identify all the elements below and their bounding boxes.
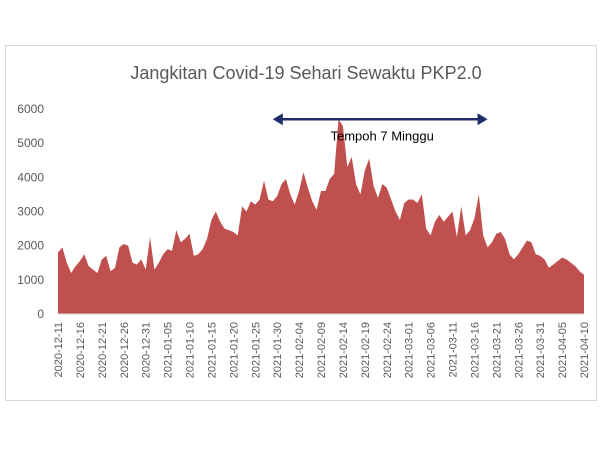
x-tick-label: 2021-02-09	[316, 322, 328, 378]
x-tick-label: 2021-04-10	[579, 322, 591, 378]
x-tick-label: 2021-02-14	[338, 322, 350, 378]
x-tick-label: 2021-03-11	[448, 322, 460, 377]
x-tick-label: 2021-03-26	[513, 322, 525, 378]
area-layer	[58, 119, 584, 314]
y-tick-label: 2000	[17, 239, 44, 253]
x-axis: 2020-12-11 2020-12-16 2020-12-21 2020-12-26…	[53, 313, 591, 378]
area-series	[58, 119, 584, 314]
y-axis: 0 1000 2000 3000 4000 5000 6000	[17, 102, 44, 321]
y-tick-label: 0	[37, 307, 44, 321]
y-tick-label: 5000	[17, 136, 44, 150]
x-tick-label: 2021-03-06	[426, 322, 438, 378]
x-tick-label: 2021-01-15	[206, 322, 218, 378]
chart-svg: Jangkitan Covid-19 Sehari Sewaktu PKP2.0…	[17, 63, 591, 378]
y-tick-label: 6000	[17, 102, 44, 116]
y-tick-label: 3000	[17, 205, 44, 219]
x-tick-label: 2021-04-05	[557, 322, 569, 378]
annotation-layer: Tempoh 7 Minggu	[272, 113, 488, 143]
x-tick-label: 2020-12-31	[141, 322, 153, 378]
annotation-label: Tempoh 7 Minggu	[331, 128, 434, 143]
y-tick-label: 4000	[17, 170, 44, 184]
x-tick-label: 2021-02-04	[294, 322, 306, 378]
x-tick-label: 2020-12-11	[53, 322, 65, 377]
chart-title: Jangkitan Covid-19 Sehari Sewaktu PKP2.0	[130, 63, 481, 83]
y-tick-label: 1000	[17, 273, 44, 287]
x-tick-label: 2021-01-30	[272, 322, 284, 378]
x-tick-label: 2021-01-10	[185, 322, 197, 378]
x-tick-label: 2021-01-25	[250, 322, 262, 378]
x-tick-label: 2021-03-31	[535, 322, 547, 378]
annotation-arrowhead-right	[477, 113, 488, 126]
chart-frame: Jangkitan Covid-19 Sehari Sewaktu PKP2.0…	[5, 45, 597, 401]
x-tick-label: 2020-12-26	[119, 322, 131, 378]
x-tick-label: 2020-12-16	[75, 322, 87, 378]
x-tick-label: 2021-02-19	[360, 322, 372, 378]
annotation-arrowhead-left	[272, 113, 283, 126]
x-tick-label: 2021-02-24	[382, 322, 394, 378]
x-tick-label: 2021-03-21	[491, 322, 503, 378]
x-tick-label: 2021-01-20	[228, 322, 240, 378]
x-tick-label: 2020-12-21	[97, 322, 109, 378]
x-tick-label: 2021-03-01	[404, 322, 416, 378]
x-tick-label: 2021-01-05	[163, 322, 175, 378]
x-tick-label: 2021-03-16	[469, 322, 481, 378]
